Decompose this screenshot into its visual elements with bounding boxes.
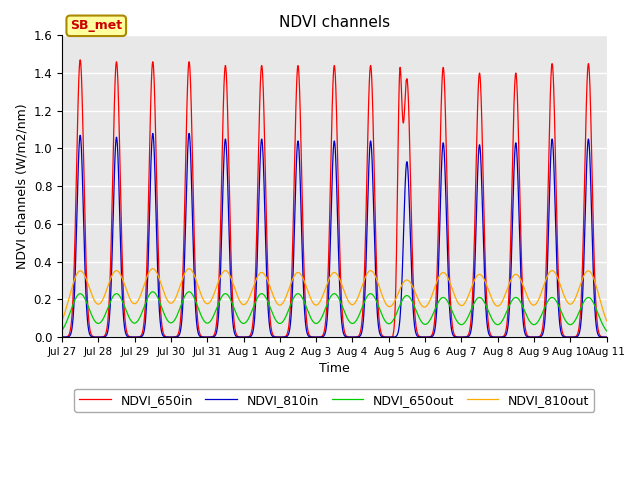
NDVI_650out bbox=[153, 292, 161, 298]
NDVI_810out bbox=[291, 272, 298, 278]
NDVI_650out bbox=[120, 302, 128, 308]
NDVI_810out bbox=[603, 318, 611, 324]
NDVI_810out bbox=[592, 283, 600, 288]
Y-axis label: NDVI channels (W/m2/nm): NDVI channels (W/m2/nm) bbox=[15, 103, 28, 269]
Line: NDVI_810in: NDVI_810in bbox=[62, 133, 607, 337]
Legend: NDVI_650in, NDVI_810in, NDVI_650out, NDVI_810out: NDVI_650in, NDVI_810in, NDVI_650out, NDV… bbox=[74, 389, 595, 412]
Text: SB_met: SB_met bbox=[70, 19, 122, 32]
NDVI_810in bbox=[603, 334, 611, 340]
NDVI_810in bbox=[153, 232, 161, 238]
NDVI_650in bbox=[267, 324, 275, 330]
NDVI_650in bbox=[592, 304, 600, 310]
NDVI_810out bbox=[267, 287, 275, 292]
NDVI_650out bbox=[534, 320, 541, 325]
NDVI_810in bbox=[592, 321, 600, 327]
X-axis label: Time: Time bbox=[319, 362, 349, 375]
NDVI_810in bbox=[149, 131, 157, 136]
NDVI_650out bbox=[592, 306, 600, 312]
NDVI_650out bbox=[291, 293, 298, 299]
NDVI_650out bbox=[603, 328, 611, 334]
NDVI_650in bbox=[120, 307, 128, 313]
NDVI_810out bbox=[534, 299, 541, 305]
NDVI_650in bbox=[291, 158, 298, 164]
Line: NDVI_810out: NDVI_810out bbox=[62, 269, 607, 321]
NDVI_810in bbox=[58, 334, 66, 340]
NDVI_650out bbox=[267, 307, 275, 312]
NDVI_650out bbox=[58, 327, 66, 333]
NDVI_650in bbox=[534, 334, 541, 340]
NDVI_810out bbox=[120, 280, 128, 286]
NDVI_810out bbox=[153, 270, 161, 276]
NDVI_650out bbox=[149, 289, 157, 295]
NDVI_650in bbox=[153, 177, 161, 183]
NDVI_810in bbox=[120, 321, 128, 327]
NDVI_650in bbox=[603, 334, 611, 340]
NDVI_810in bbox=[534, 334, 541, 340]
Line: NDVI_650in: NDVI_650in bbox=[62, 60, 607, 337]
NDVI_810in bbox=[267, 331, 275, 336]
NDVI_810out bbox=[58, 318, 66, 324]
NDVI_810out bbox=[149, 266, 157, 272]
NDVI_650in bbox=[58, 334, 66, 340]
NDVI_650in bbox=[76, 57, 84, 63]
Title: NDVI channels: NDVI channels bbox=[279, 15, 390, 30]
NDVI_810in bbox=[291, 219, 298, 225]
Line: NDVI_650out: NDVI_650out bbox=[62, 292, 607, 331]
